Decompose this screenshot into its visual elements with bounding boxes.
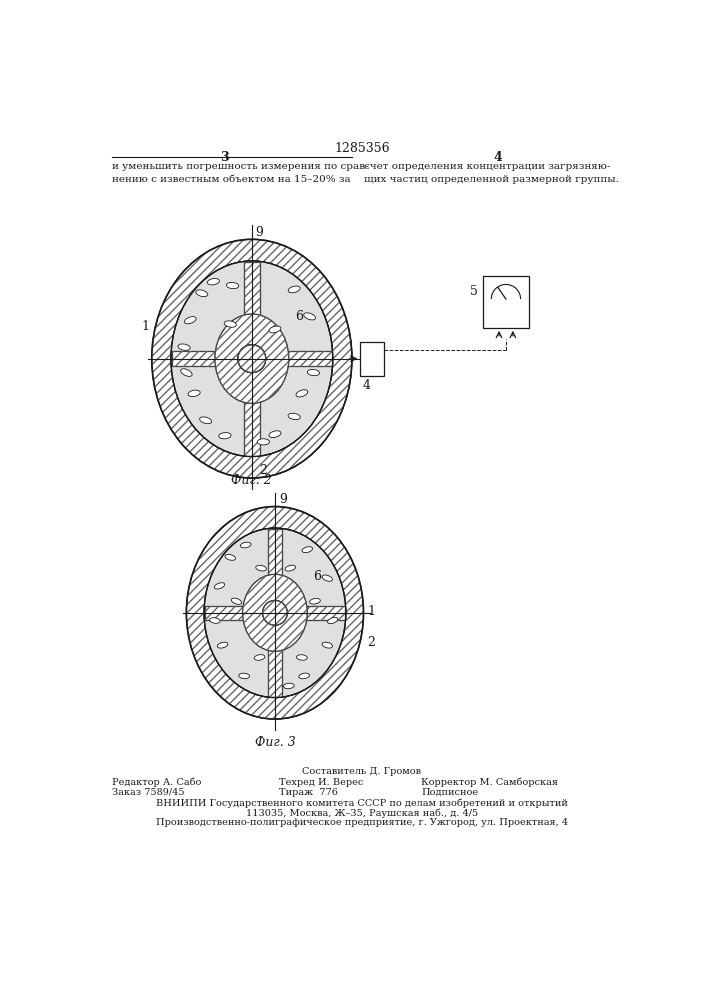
Text: 6: 6 bbox=[295, 310, 303, 323]
Text: 4: 4 bbox=[363, 379, 370, 392]
Text: 6: 6 bbox=[313, 570, 322, 583]
Ellipse shape bbox=[322, 642, 332, 648]
Ellipse shape bbox=[288, 413, 300, 420]
Text: Фиг. 3: Фиг. 3 bbox=[255, 736, 296, 749]
Text: 9: 9 bbox=[256, 226, 264, 239]
Ellipse shape bbox=[269, 326, 281, 333]
Bar bbox=[205, 606, 345, 620]
Ellipse shape bbox=[204, 528, 346, 698]
Ellipse shape bbox=[224, 321, 236, 327]
Text: 1: 1 bbox=[141, 320, 149, 333]
Bar bbox=[172, 351, 332, 366]
Circle shape bbox=[238, 345, 266, 373]
Ellipse shape bbox=[255, 655, 265, 660]
Text: ВНИИПИ Государственного комитета СССР по делам изобретений и открытий: ВНИИПИ Государственного комитета СССР по… bbox=[156, 798, 568, 808]
Ellipse shape bbox=[269, 431, 281, 438]
Ellipse shape bbox=[238, 345, 266, 373]
Text: 5: 5 bbox=[470, 285, 478, 298]
Text: 2: 2 bbox=[259, 464, 267, 477]
Ellipse shape bbox=[256, 565, 267, 571]
Bar bbox=[268, 529, 282, 697]
Ellipse shape bbox=[218, 433, 231, 439]
Ellipse shape bbox=[327, 617, 338, 624]
Ellipse shape bbox=[231, 598, 242, 604]
Text: Корректор М. Самборская: Корректор М. Самборская bbox=[421, 778, 559, 787]
Ellipse shape bbox=[187, 507, 363, 719]
Text: 3: 3 bbox=[221, 151, 229, 164]
Text: Тираж  776: Тираж 776 bbox=[279, 788, 338, 797]
Bar bbox=[205, 606, 345, 620]
Text: Подписное: Подписное bbox=[421, 788, 479, 797]
Text: Фиг. 2: Фиг. 2 bbox=[231, 474, 272, 487]
Bar bbox=[244, 262, 259, 456]
Ellipse shape bbox=[214, 583, 225, 589]
Text: 4: 4 bbox=[494, 151, 503, 164]
Ellipse shape bbox=[152, 239, 352, 478]
Ellipse shape bbox=[308, 369, 320, 376]
Ellipse shape bbox=[217, 642, 228, 648]
Text: 1: 1 bbox=[368, 605, 375, 618]
Ellipse shape bbox=[304, 313, 315, 320]
Ellipse shape bbox=[296, 655, 308, 660]
Ellipse shape bbox=[257, 439, 269, 445]
Text: 1285356: 1285356 bbox=[334, 142, 390, 155]
Bar bbox=[483, 276, 529, 328]
Ellipse shape bbox=[215, 314, 288, 403]
Text: и уменьшить погрешность измерения по срав-
нению с известным объектом на 15–20% : и уменьшить погрешность измерения по сра… bbox=[112, 162, 368, 184]
Ellipse shape bbox=[288, 286, 300, 293]
Ellipse shape bbox=[302, 547, 312, 553]
Ellipse shape bbox=[199, 417, 211, 424]
Ellipse shape bbox=[209, 618, 220, 623]
Text: Заказ 7589/45: Заказ 7589/45 bbox=[112, 788, 185, 797]
Ellipse shape bbox=[239, 673, 250, 679]
Bar bbox=[172, 351, 332, 366]
Circle shape bbox=[238, 345, 266, 373]
Circle shape bbox=[262, 600, 287, 625]
Ellipse shape bbox=[296, 390, 308, 397]
Text: Производственно-полиграфическое предприятие, г. Ужгород, ул. Проектная, 4: Производственно-полиграфическое предприя… bbox=[156, 818, 568, 827]
Text: Техред И. Верес: Техред И. Верес bbox=[279, 778, 363, 787]
Ellipse shape bbox=[243, 574, 308, 651]
Ellipse shape bbox=[185, 317, 196, 324]
Text: 113035, Москва, Ж–35, Раушская наб., д. 4/5: 113035, Москва, Ж–35, Раушская наб., д. … bbox=[246, 808, 478, 818]
Ellipse shape bbox=[322, 575, 332, 581]
Ellipse shape bbox=[310, 598, 320, 604]
Ellipse shape bbox=[181, 369, 192, 376]
Ellipse shape bbox=[226, 282, 239, 289]
Text: Редактор А. Сабо: Редактор А. Сабо bbox=[112, 778, 201, 787]
Ellipse shape bbox=[171, 261, 333, 456]
Ellipse shape bbox=[284, 683, 294, 689]
Ellipse shape bbox=[204, 528, 346, 698]
Ellipse shape bbox=[240, 542, 251, 548]
Ellipse shape bbox=[196, 290, 208, 297]
Bar bbox=[244, 262, 259, 456]
Ellipse shape bbox=[171, 261, 333, 456]
Ellipse shape bbox=[207, 278, 219, 285]
Text: Составитель Д. Громов: Составитель Д. Громов bbox=[303, 767, 421, 776]
Text: счет определения концентрации загрязняю-
щих частиц определенной размерной групп: счет определения концентрации загрязняю-… bbox=[364, 162, 619, 184]
Text: 2: 2 bbox=[368, 636, 375, 649]
Bar bbox=[268, 529, 282, 697]
Ellipse shape bbox=[262, 600, 287, 625]
Bar bbox=[360, 342, 385, 376]
Ellipse shape bbox=[285, 565, 296, 571]
Ellipse shape bbox=[178, 344, 190, 350]
Ellipse shape bbox=[225, 554, 235, 560]
Ellipse shape bbox=[188, 390, 200, 397]
Text: 9: 9 bbox=[279, 493, 286, 506]
Ellipse shape bbox=[299, 673, 310, 679]
